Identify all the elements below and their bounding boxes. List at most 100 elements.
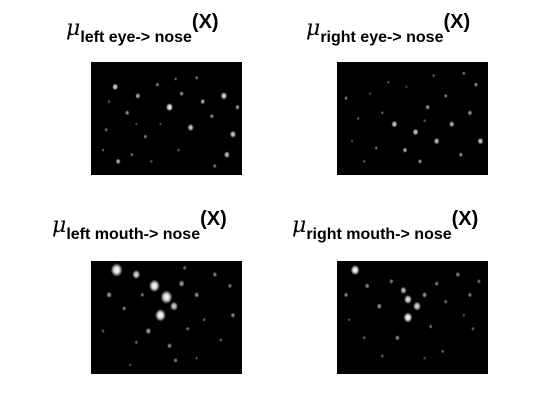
bright-spot: [433, 137, 440, 145]
bright-spot: [129, 152, 134, 157]
panel-2-symbol: μ: [306, 16, 321, 41]
bright-spot: [421, 291, 428, 298]
panel-4-subscript: right mouth-> nose: [306, 226, 452, 243]
bright-spot: [344, 96, 348, 101]
bright-spot: [165, 103, 174, 112]
bright-spot: [343, 292, 349, 298]
bright-spot: [178, 280, 185, 288]
bright-spot: [135, 92, 141, 99]
panel-1-symbol: μ: [66, 16, 81, 41]
bright-spot: [104, 127, 108, 132]
panel-2-heatmap: [344, 71, 484, 164]
bright-spot: [356, 116, 360, 121]
bright-spot: [405, 85, 408, 89]
bright-spot: [173, 357, 178, 363]
bright-spot: [140, 292, 145, 298]
bright-spot: [380, 353, 385, 358]
bright-spot: [202, 317, 207, 322]
bright-spot: [467, 110, 473, 116]
bright-spot: [154, 308, 166, 322]
bright-spot: [187, 123, 194, 132]
bright-spot: [145, 327, 152, 335]
bright-spot: [374, 145, 379, 150]
bright-spot: [132, 269, 141, 280]
panel-2-argument: (X): [443, 11, 471, 33]
panel-1-title: μleft eye-> nose(X): [66, 12, 219, 46]
bright-spot: [101, 328, 105, 334]
bright-spot: [422, 118, 427, 123]
bright-spot: [185, 326, 190, 332]
bright-spot: [200, 98, 206, 105]
bright-spot: [350, 264, 360, 276]
bright-spot: [462, 71, 466, 76]
bright-spot: [160, 290, 173, 305]
bright-spot: [125, 110, 130, 116]
bright-spot: [443, 93, 448, 99]
bright-spot: [173, 77, 178, 81]
bright-spot: [195, 356, 199, 361]
panel-4-heatmap: [343, 264, 481, 361]
bright-spot: [219, 338, 223, 343]
panel-3-title: μleft mouth-> nose(X): [52, 209, 227, 243]
bright-spot: [443, 299, 448, 304]
bright-spot: [417, 158, 423, 164]
panel-3-image: [91, 261, 242, 374]
bright-spot: [432, 73, 436, 78]
bright-spot: [176, 148, 181, 152]
bright-spot: [368, 92, 372, 96]
panel-1-argument: (X): [191, 11, 219, 33]
bright-spot: [182, 265, 187, 271]
bright-spot: [134, 122, 138, 126]
bright-spot: [389, 278, 394, 284]
bright-spot: [412, 128, 419, 136]
panel-4-title: μright mouth-> nose(X): [292, 209, 478, 243]
bright-spot: [235, 104, 240, 110]
panel-4-argument: (X): [451, 208, 479, 230]
bright-spot: [223, 151, 230, 159]
bright-spot: [230, 312, 236, 318]
bright-spot: [350, 139, 354, 143]
bright-spot: [229, 130, 237, 138]
bright-spot: [212, 163, 217, 169]
bright-spot: [400, 286, 407, 295]
bright-spot: [467, 292, 473, 298]
bright-spot: [194, 75, 199, 80]
bright-spot: [115, 158, 121, 165]
bright-spot: [440, 349, 445, 354]
panel-2-subscript: right eye-> nose: [320, 29, 444, 46]
bright-spot: [462, 313, 466, 318]
bright-spot: [376, 303, 382, 310]
panel-1-heatmap: [101, 75, 240, 169]
bright-spot: [220, 91, 228, 100]
bright-spot: [386, 80, 390, 85]
panel-1-image: [91, 62, 242, 175]
bright-spot: [473, 82, 479, 88]
bright-spot: [455, 271, 461, 278]
bright-spot: [134, 340, 139, 345]
panel-4-image: [337, 261, 488, 374]
bright-spot: [347, 317, 351, 322]
bright-spot: [402, 147, 408, 153]
bright-spot: [434, 281, 439, 287]
bright-spot: [413, 301, 422, 311]
bright-spot: [128, 363, 132, 367]
bright-spot: [143, 134, 148, 139]
bright-spot: [179, 91, 184, 97]
bright-spot: [425, 104, 430, 110]
bright-spot: [194, 291, 200, 298]
bright-spot: [422, 356, 427, 361]
bright-spot: [227, 283, 233, 289]
bright-spot: [107, 99, 111, 104]
panel-3-subscript: left mouth-> nose: [66, 226, 201, 243]
bright-spot: [458, 152, 464, 158]
bright-spot: [155, 82, 160, 87]
bright-spot: [110, 263, 123, 277]
bright-spot: [364, 283, 370, 289]
panel-3-symbol: μ: [52, 213, 67, 238]
bright-spot: [403, 294, 412, 305]
bright-spot: [476, 279, 481, 284]
bright-spot: [101, 148, 105, 152]
panel-4-symbol: μ: [292, 213, 307, 238]
bright-spot: [362, 335, 366, 340]
bright-spot: [477, 137, 484, 145]
